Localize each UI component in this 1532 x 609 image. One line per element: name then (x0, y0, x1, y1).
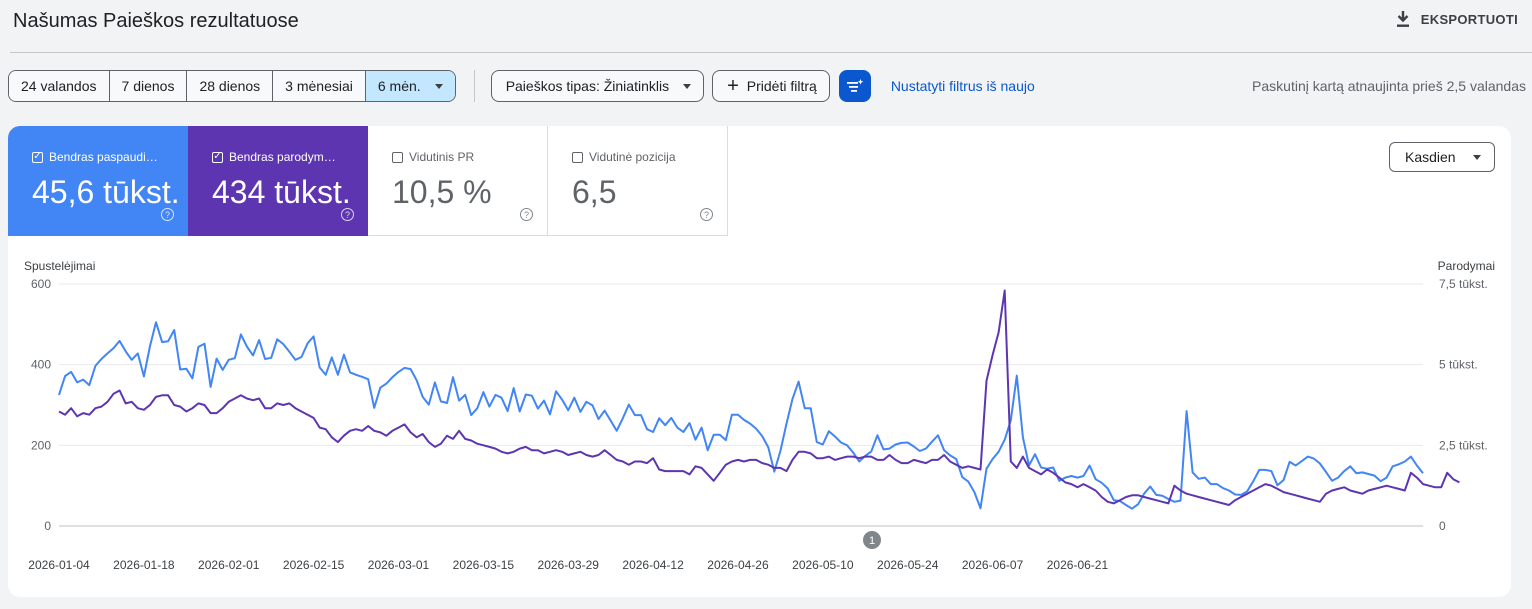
x-tick-label: 2026-03-15 (453, 558, 515, 572)
y-left-tick-label: 400 (31, 358, 51, 372)
checkbox-checked-icon[interactable]: ✓ (32, 151, 43, 163)
metric-label-row: ✓ Bendras paspaudi… (32, 150, 158, 164)
y-right-tick-label: 5 tūkst. (1439, 358, 1478, 372)
help-icon[interactable]: ? (161, 208, 174, 221)
date-range-3m[interactable]: 3 mėnesiai (273, 71, 366, 101)
chevron-down-icon (434, 83, 443, 89)
x-tick-label: 2026-04-12 (622, 558, 684, 572)
page-header: Našumas Paieškos rezultatuose EKSPORTUOT… (0, 0, 1532, 52)
metric-total-impressions[interactable]: ✓ Bendras parodym… 434 tūkst. ? (188, 126, 368, 236)
date-range-24h[interactable]: 24 valandos (9, 71, 110, 101)
annotation-badge-label: 1 (869, 535, 875, 547)
x-tick-label: 2026-03-29 (538, 558, 600, 572)
metric-average-position[interactable]: Vidutinė pozicija 6,5 ? (548, 126, 728, 236)
page-title: Našumas Paieškos rezultatuose (13, 10, 299, 32)
y-left-tick-label: 0 (44, 519, 51, 533)
y-right-tick-label: 0 (1439, 519, 1446, 533)
metric-label: Vidutinė pozicija (589, 150, 676, 164)
filter-settings-button[interactable] (838, 70, 871, 102)
x-tick-label: 2026-06-21 (1047, 558, 1109, 572)
metric-label: Vidutinis PR (409, 150, 475, 164)
toolbar-divider (473, 70, 475, 102)
metric-value: 6,5 (572, 174, 617, 210)
add-filter-button[interactable]: + Pridėti filtrą (712, 70, 830, 102)
help-icon[interactable]: ? (520, 208, 533, 221)
chevron-down-icon (1473, 154, 1481, 160)
clicks-series-line (58, 321, 1424, 510)
annotation-marker[interactable] (863, 531, 881, 549)
search-type-label: Paieškos tipas: Žiniatinklis (505, 78, 670, 94)
y-right-tick-label: 2,5 tūkst. (1439, 438, 1488, 452)
performance-chart: 600 400 200 0 7,5 tūkst. 5 tūkst. 2,5 tūkst. 0 S… (24, 259, 1495, 572)
date-range-selector: 24 valandos 7 dienos 28 dienos 3 mėnesia… (8, 70, 456, 102)
chevron-down-icon (683, 83, 692, 89)
y-left-tick-label: 600 (31, 277, 51, 291)
x-tick-label: 2026-04-26 (707, 558, 769, 572)
metric-value: 434 tūkst. (212, 174, 351, 210)
x-tick-label: 2026-02-01 (198, 558, 260, 572)
date-range-7d[interactable]: 7 dienos (109, 71, 188, 101)
metric-total-clicks[interactable]: ✓ Bendras paspaudi… 45,6 tūkst. ? (8, 126, 188, 236)
y-right-tick-label: 7,5 tūkst. (1439, 277, 1488, 291)
y-right-axis-label: Parodymai (1438, 259, 1495, 273)
granularity-label: Kasdien (1405, 149, 1456, 165)
x-tick-label: 2026-05-24 (877, 558, 939, 572)
plus-icon: + (727, 75, 739, 97)
metric-average-ctr[interactable]: Vidutinis PR 10,5 % ? (368, 126, 548, 236)
y-left-axis-label: Spustelėjimai (24, 259, 95, 273)
x-tick-label: 2026-01-04 (28, 558, 90, 572)
date-range-28d[interactable]: 28 dienos (187, 71, 274, 101)
search-type-filter[interactable]: Paieškos tipas: Žiniatinklis (490, 70, 705, 102)
checkbox-unchecked-icon[interactable] (572, 151, 583, 163)
x-tick-label: 2026-02-15 (283, 558, 345, 572)
impressions-series-line (58, 289, 1460, 506)
metric-label: Bendras paspaudi… (49, 150, 158, 164)
checkbox-unchecked-icon[interactable] (392, 151, 403, 163)
export-label: EKSPORTUOTI (1420, 11, 1518, 27)
metric-value: 45,6 tūkst. (32, 174, 180, 210)
filter-sparkle-icon (846, 79, 864, 92)
metric-label-row: Vidutinė pozicija (572, 150, 676, 164)
x-tick-label: 2026-03-01 (368, 558, 430, 572)
x-tick-label: 2026-06-07 (962, 558, 1024, 572)
last-updated-text: Paskutinį kartą atnaujinta prieš 2,5 val… (1252, 78, 1526, 94)
add-filter-label: Pridėti filtrą (746, 78, 817, 94)
date-range-6m[interactable]: 6 mėn. (365, 71, 455, 101)
help-icon[interactable]: ? (700, 208, 713, 221)
x-tick-label: 2026-05-10 (792, 558, 854, 572)
export-button[interactable]: EKSPORTUOTI (1395, 10, 1518, 28)
metric-label: Bendras parodym… (229, 150, 336, 164)
metric-value: 10,5 % (392, 174, 492, 210)
reset-filters-link[interactable]: Nustatyti filtrus iš naujo (890, 78, 1035, 94)
download-icon (1396, 11, 1409, 27)
checkbox-checked-icon[interactable]: ✓ (212, 151, 223, 163)
metric-label-row: ✓ Bendras parodym… (212, 150, 336, 164)
toolbar: 24 valandos 7 dienos 28 dienos 3 mėnesia… (8, 70, 1035, 102)
header-divider (10, 52, 1532, 53)
performance-card: ✓ Bendras paspaudi… 45,6 tūkst. ? ✓ Bendra… (8, 126, 1511, 597)
metric-label-row: Vidutinis PR (392, 150, 474, 164)
help-icon[interactable]: ? (341, 208, 354, 221)
x-tick-label: 2026-01-18 (113, 558, 175, 572)
y-left-tick-label: 200 (31, 438, 51, 452)
date-range-6m-label: 6 mėn. (377, 78, 421, 94)
granularity-dropdown[interactable]: Kasdien (1389, 142, 1495, 172)
